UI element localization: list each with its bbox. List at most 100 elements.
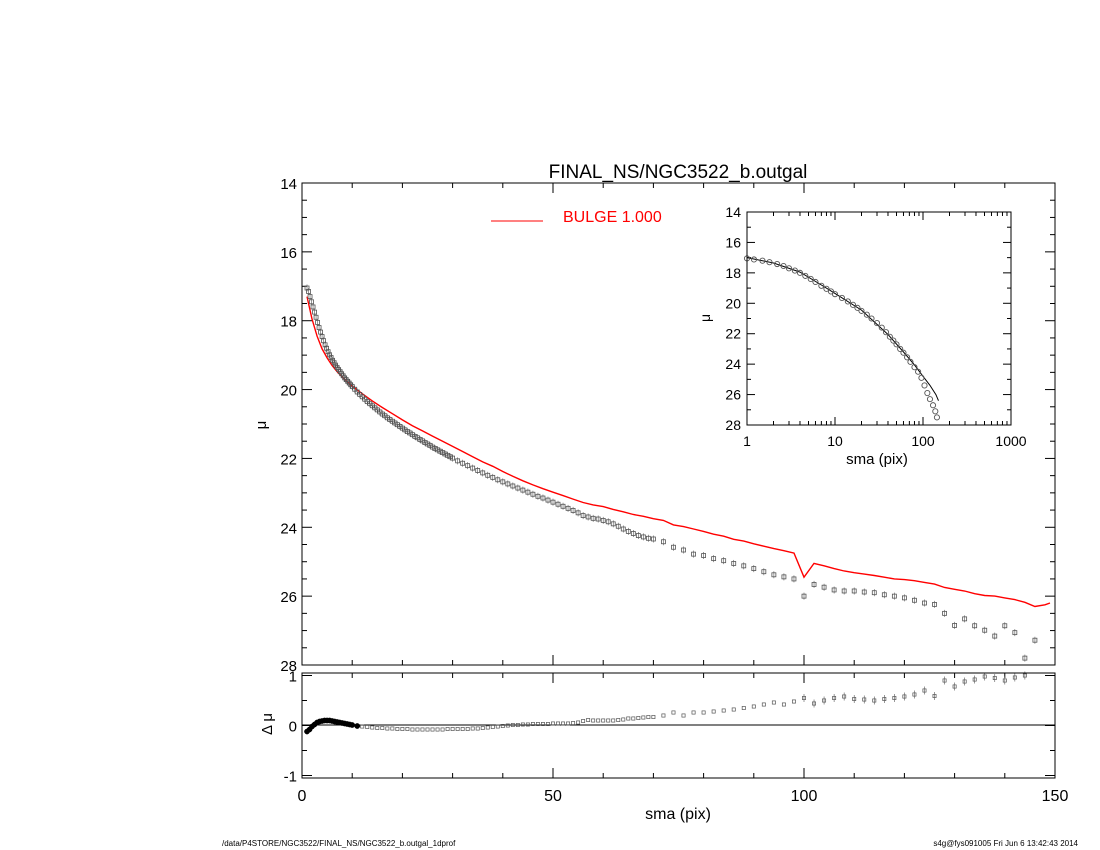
main-y-axis-label: μ [253, 421, 270, 430]
residual-point [681, 713, 686, 718]
residual-point [475, 726, 480, 731]
inset-y-tick-label: 22 [725, 326, 741, 342]
inset-y-tick-label: 14 [725, 204, 741, 220]
inset-data-point [915, 368, 922, 375]
inset-data-point [918, 374, 925, 381]
main-y-tick-label: 18 [280, 314, 297, 331]
residual-point [761, 702, 766, 707]
inset-data-point [854, 304, 861, 311]
residual-point [400, 727, 405, 731]
residual-point [671, 710, 676, 715]
residual-panel: -101 0 50 100 150 Δ μ sma (pix) [259, 669, 1068, 824]
residual-point [576, 720, 581, 725]
residual-point [445, 727, 450, 731]
residual-x-tick-labels: 0 50 100 150 [298, 788, 1069, 805]
inset-y-tick-label: 26 [725, 387, 741, 403]
residual-point [440, 727, 445, 732]
residual-point [354, 723, 361, 729]
residual-point [601, 718, 606, 723]
residual-point [465, 727, 470, 731]
residual-point [701, 710, 706, 715]
residual-point [781, 702, 786, 707]
inset-data-point [904, 354, 911, 361]
inset-data-point [933, 414, 940, 421]
inset-data-point [926, 396, 934, 403]
inset-data-point [838, 294, 846, 302]
inset-data-point [886, 333, 893, 340]
residual-point [651, 715, 656, 719]
residual-point [515, 723, 520, 727]
residual-point [365, 725, 370, 729]
residual-point [711, 709, 716, 714]
inset-data-point [911, 364, 918, 371]
footer-file-path: /data/P4STORE/NGC3522/FINAL_NS/NGC3522_b… [222, 839, 456, 848]
inset-data-point [844, 298, 851, 305]
inset-data-point [890, 337, 897, 344]
inset-data-point [929, 402, 937, 409]
main-y-tick-label: 22 [280, 451, 297, 468]
inset-data-point [921, 382, 928, 389]
inset-data-point [785, 265, 793, 272]
main-y-tick-label: 28 [280, 658, 297, 675]
residual-point [395, 727, 400, 731]
x-tick-label: 0 [298, 788, 307, 805]
inset-data-point [780, 262, 787, 270]
residual-point [541, 722, 545, 726]
inset-y-tick-label: 16 [725, 234, 741, 250]
residual-point [435, 727, 440, 732]
inset-data-point [823, 285, 830, 292]
residual-point [721, 708, 726, 713]
inset-data-point [766, 259, 773, 266]
inset-data-point [878, 324, 885, 331]
inset-data-point [796, 269, 804, 276]
inset-data-point [873, 320, 881, 327]
residual-point [495, 724, 500, 729]
main-data-points [304, 284, 1038, 662]
residual-point [566, 721, 571, 726]
residual-point [586, 718, 591, 722]
inset-x-tick-label: 1000 [995, 433, 1026, 449]
residual-point [561, 721, 565, 726]
main-y-tick-label: 20 [280, 383, 297, 400]
inset-data-point [907, 358, 914, 365]
inset-data-point [774, 260, 781, 268]
inset-background [747, 212, 1011, 425]
inset-data-point [868, 315, 875, 322]
residual-point [606, 718, 611, 723]
footer-timestamp: s4g@fys091005 Fri Jun 6 13:42:43 2014 [933, 839, 1078, 848]
legend-label: BULGE 1.000 [563, 209, 662, 226]
residual-point [691, 710, 696, 715]
residual-point [455, 727, 460, 731]
inset-data-point [849, 301, 857, 308]
bulge-model-curve [306, 296, 1051, 608]
inset-data-point [750, 256, 758, 263]
residual-point [385, 726, 390, 731]
inset-y-axis-label: μ [697, 314, 713, 322]
residual-y-tick-label: 1 [289, 669, 297, 686]
residual-point [581, 719, 586, 723]
residual-point [621, 717, 626, 722]
inset-data-point [802, 272, 809, 279]
inset-data-point [897, 345, 904, 352]
residual-point [349, 722, 356, 728]
inset-ticks [746, 211, 1011, 426]
residual-point [360, 724, 365, 729]
residual-point [415, 727, 420, 732]
residual-point [546, 722, 550, 726]
main-panel: FINAL_NS/NGC3522_b.outgal 14 16 18 20 22 24 26… [253, 162, 1056, 675]
inset-x-axis-label: sma (pix) [846, 451, 908, 468]
x-axis-label: sma (pix) [645, 806, 711, 823]
main-y-tick-label: 14 [280, 176, 297, 193]
inset-data-point [827, 288, 835, 295]
inset-x-tick-label: 100 [911, 433, 935, 449]
residual-point [661, 713, 666, 718]
inset-data-point [924, 389, 931, 397]
inset-data-point [831, 291, 839, 298]
inset-y-tick-label: 18 [725, 265, 741, 281]
residual-point [631, 716, 636, 721]
residual-point [596, 718, 601, 723]
residual-point [450, 727, 455, 731]
residual-plot-frame [301, 672, 1056, 779]
x-tick-label: 100 [791, 788, 818, 805]
residual-point [731, 707, 736, 712]
